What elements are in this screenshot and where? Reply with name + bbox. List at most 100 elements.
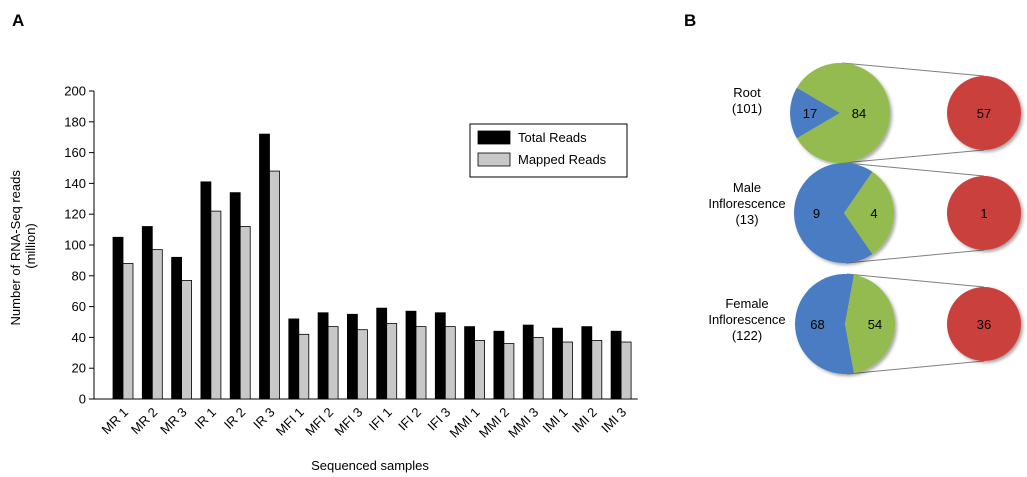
bar-mapped-reads [356,329,368,400]
pie-slice-label: 68 [810,317,824,332]
pie-group-label: Female Inflorescence (122) [708,296,785,343]
x-tick-label: IR 1 [192,405,219,432]
x-tick-label: MR 2 [128,405,161,438]
x-tick-label: MFI 2 [302,405,336,439]
bar-mapped-reads [327,326,339,400]
pie-slice-blue [794,163,873,263]
panel-b-letter: B [684,11,696,30]
y-tick-label: 200 [64,84,86,99]
y-axis-label-line: Number of RNA-Seq reads [8,170,23,326]
pie-slice-blue [795,274,854,375]
y-tick-label: 120 [64,207,86,222]
pie-group-label-line: Inflorescence [708,312,785,327]
bar-total-reads [259,133,270,400]
pie-group: 17 84 57 Root (101) [732,62,1021,164]
pie-group-label-line: Female [725,296,768,311]
bar-mapped-reads [151,249,163,400]
pie-group-label: Male Inflorescence (13) [708,180,785,227]
x-axis-label: Sequenced samples [311,458,429,473]
y-tick-label: 160 [64,145,86,160]
y-tick-label: 80 [72,268,86,283]
detail-pie-label: 36 [977,317,991,332]
x-tick-label: MMI 1 [447,405,483,441]
bar-mapped-reads [474,340,486,400]
bars [112,133,632,400]
legend-label-total-reads: Total Reads [518,130,587,145]
connector-line [841,62,985,77]
y-tick-label: 100 [64,238,86,253]
bar-mapped-reads [503,343,515,400]
bar-mapped-reads [386,323,398,400]
bar-mapped-reads [181,280,193,400]
pie [795,274,896,375]
x-tick-label: IMI 2 [569,405,600,436]
pie-group-label: Root (101) [732,85,762,116]
y-tick-label: 20 [72,361,86,376]
y-tick-label: 180 [64,114,86,129]
bar-total-reads [200,181,212,400]
x-tick-label: MR 1 [99,405,132,438]
pie-slice-label: 4 [870,206,877,221]
bar-total-reads [434,312,446,400]
pie-slice-green [796,62,890,164]
x-tick-label: IFI 1 [366,405,395,434]
legend-label-mapped-reads: Mapped Reads [518,152,607,167]
bar-mapped-reads [444,326,456,400]
bar-total-reads [229,192,241,400]
pie-group-label-line: Male [733,180,761,195]
bar-total-reads [171,256,183,400]
connector-line [846,273,985,288]
legend: Total Reads Mapped Reads [469,123,628,178]
detail-pie [947,176,1021,250]
panel-a-letter: A [12,11,24,30]
bar-total-reads [346,313,358,400]
pie-group-label-line: (13) [735,212,758,227]
bar-total-reads [405,310,417,400]
y-tick-label: 140 [64,176,86,191]
x-tick-label: MR 3 [157,405,190,438]
connector-line [841,149,985,164]
pie-group-label-line: Root [733,85,761,100]
x-tick-label: MFI 3 [331,405,365,439]
bar-mapped-reads [298,333,310,400]
bar-total-reads [522,324,534,400]
pie-slice-label: 84 [852,106,866,121]
bar-total-reads [493,330,505,400]
legend-swatch-total-reads [477,130,511,145]
bar-mapped-reads [269,170,280,400]
pie-slice-blue [789,87,840,139]
pie-group: 9 4 1 Male Inflorescence (13) [708,162,1021,264]
bar-mapped-reads [532,336,544,400]
detail-pie-label: 57 [977,106,991,121]
bar-mapped-reads [591,340,603,400]
bar-total-reads [464,326,476,400]
detail-pie [947,76,1021,150]
connector-line [845,162,985,177]
pie [789,62,890,164]
y-axis-label: Number of RNA-Seq reads (million) [8,167,38,326]
bar-total-reads [317,312,329,400]
bar-mapped-reads [239,226,251,400]
detail-pie [947,287,1021,361]
bar-total-reads [141,226,153,400]
x-tick-label: MMI 2 [476,405,512,441]
bar-total-reads [288,318,300,400]
connector-line [845,249,985,264]
pie-group-label-line: (101) [732,101,762,116]
detail-pie-label: 1 [980,206,987,221]
pie-slice-label: 54 [868,317,882,332]
bar-mapped-reads [415,326,427,400]
bar-mapped-reads [122,263,134,400]
pie-group-label-line: Inflorescence [708,196,785,211]
x-tick-label: IFI 2 [395,405,424,434]
connector-line [846,360,985,375]
y-axis-label-line: (million) [23,223,38,269]
x-tick-label: IMI 1 [540,405,571,436]
bar-mapped-reads [210,210,222,400]
x-tick-label: IMI 3 [598,405,629,436]
y-tick-label: 0 [79,392,86,407]
pie-group: 68 54 36 Female Inflorescence (122) [708,273,1021,375]
